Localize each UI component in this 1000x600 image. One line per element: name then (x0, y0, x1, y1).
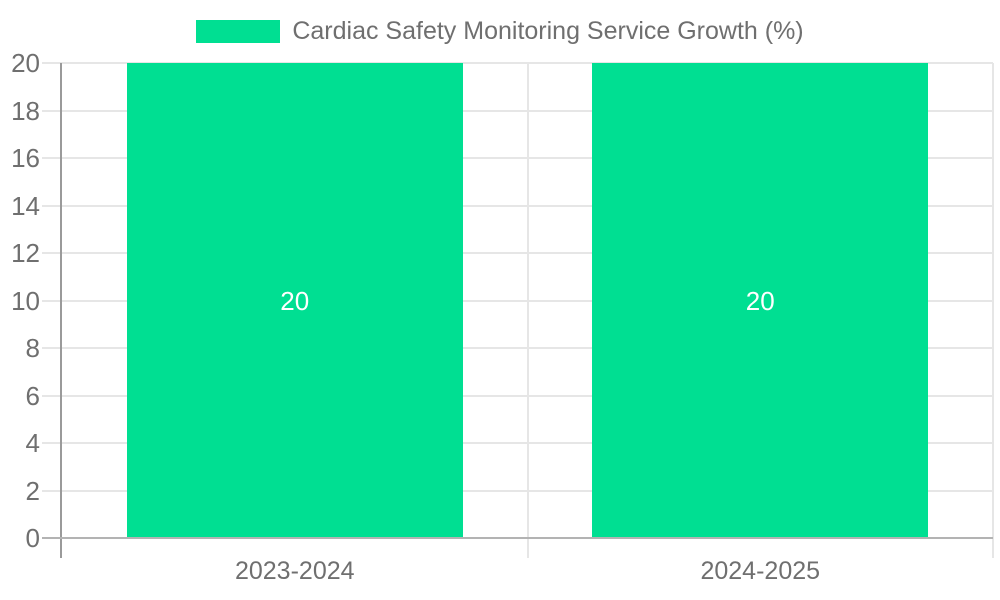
gridline (42, 204, 993, 207)
y-axis-tick-label: 16 (11, 143, 40, 173)
y-axis-tick-label: 4 (25, 428, 40, 458)
y-axis-tick-label: 8 (25, 333, 40, 363)
category-divider-line (526, 63, 529, 558)
y-axis-tick-label: 6 (25, 380, 40, 411)
bar: 20 (592, 63, 929, 538)
bar-value-label: 20 (745, 285, 775, 316)
zero-gridline (42, 537, 993, 539)
x-axis-tick-label: 2024-2025 (700, 557, 821, 585)
category-divider-line (992, 63, 994, 558)
y-axis-tick-label: 18 (11, 95, 40, 126)
gridline (42, 394, 993, 397)
bar-value-label: 20 (280, 285, 310, 316)
y-axis-tick-label: 10 (11, 285, 40, 316)
gridline (42, 157, 993, 159)
y-axis-tick-label: 0 (25, 523, 40, 553)
gridline (42, 109, 993, 112)
chart-legend[interactable]: Cardiac Safety Monitoring Service Growth… (0, 19, 1000, 44)
legend-swatch (196, 20, 281, 43)
gridline (42, 252, 993, 254)
y-axis-line (60, 63, 62, 558)
x-axis-tick-label: 2023-2024 (234, 557, 355, 585)
y-axis-tick-label: 14 (11, 190, 40, 221)
y-axis-tick-label: 2 (25, 475, 40, 506)
gridline (42, 489, 993, 492)
y-axis-tick-label: 20 (11, 48, 40, 78)
gridline (42, 442, 993, 444)
legend-label: Cardiac Safety Monitoring Service Growth… (292, 17, 804, 45)
gridline (42, 347, 993, 349)
plot-area: 0 2 4 6 8 10 12 14 16 18 20 20 2023-2024 20 2024-2025 (11, 50, 994, 584)
gridline (42, 62, 993, 64)
gridline (42, 299, 993, 302)
bar: 20 (126, 63, 463, 538)
y-axis-tick-label: 12 (11, 238, 40, 268)
